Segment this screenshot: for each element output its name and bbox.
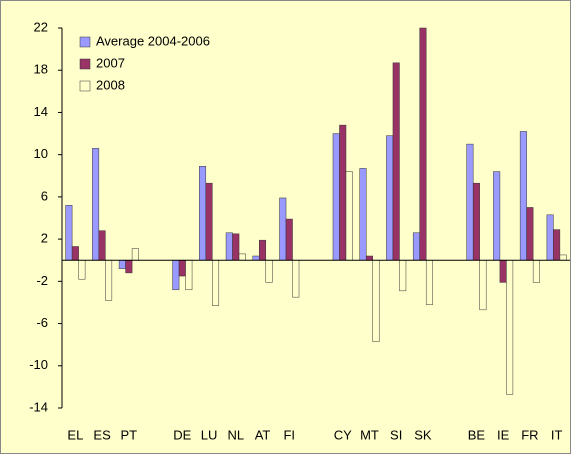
bar xyxy=(252,255,260,261)
x-tick-label: PT xyxy=(121,427,138,442)
bar xyxy=(472,182,480,261)
bar xyxy=(425,259,433,305)
bar xyxy=(345,171,353,261)
y-tick-label: -10 xyxy=(29,357,48,372)
legend-label: Average 2004-2006 xyxy=(96,33,210,48)
bar xyxy=(506,259,514,395)
bar xyxy=(499,259,507,283)
x-tick-label: FR xyxy=(521,427,538,442)
x-tick-label: SK xyxy=(414,427,432,442)
y-tick-label: 22 xyxy=(34,19,48,34)
bar xyxy=(105,259,113,301)
x-tick-label: CY xyxy=(334,427,352,442)
x-tick-label: BE xyxy=(468,427,486,442)
bar xyxy=(212,259,220,306)
bar xyxy=(292,259,300,298)
bar xyxy=(265,259,273,283)
bar xyxy=(65,205,73,261)
bar xyxy=(386,135,394,261)
y-tick-label: 6 xyxy=(41,188,48,203)
bar xyxy=(553,229,561,261)
legend-label: 2007 xyxy=(96,55,125,70)
legend-swatch xyxy=(79,58,91,70)
x-tick-label: IT xyxy=(551,427,563,442)
bar xyxy=(399,259,407,292)
bar xyxy=(71,246,79,261)
bar xyxy=(332,133,340,261)
x-tick-label: EL xyxy=(67,427,83,442)
x-tick-label: IE xyxy=(497,427,510,442)
bar xyxy=(185,259,193,291)
x-tick-label: AT xyxy=(255,427,271,442)
bar xyxy=(92,148,100,261)
y-tick-label: 18 xyxy=(34,62,48,77)
x-tick-label: SI xyxy=(390,427,402,442)
legend-swatch xyxy=(79,80,91,92)
bar xyxy=(419,27,427,261)
x-tick-label: ES xyxy=(93,427,111,442)
bar xyxy=(285,218,293,261)
bar xyxy=(372,259,380,342)
bar xyxy=(559,254,567,261)
bar xyxy=(238,253,246,261)
bar xyxy=(118,259,126,269)
legend-swatch xyxy=(79,36,91,48)
bar xyxy=(392,62,400,261)
bar xyxy=(172,259,180,291)
y-tick-label: -6 xyxy=(36,315,48,330)
bar xyxy=(125,259,133,274)
bar xyxy=(479,259,487,311)
bar xyxy=(205,182,213,261)
x-tick-label: FI xyxy=(283,427,295,442)
y-tick-label: 10 xyxy=(34,146,48,161)
legend-label: 2008 xyxy=(96,77,125,92)
bar xyxy=(131,248,139,261)
bar xyxy=(359,168,367,261)
y-tick-label: -2 xyxy=(36,273,48,288)
bar xyxy=(532,259,540,283)
y-tick-label: 14 xyxy=(34,104,48,119)
bar xyxy=(466,143,474,261)
bar xyxy=(526,207,534,261)
x-tick-label: LU xyxy=(201,427,218,442)
x-tick-label: DE xyxy=(173,427,191,442)
x-tick-label: NL xyxy=(227,427,244,442)
bar xyxy=(519,131,527,261)
bar xyxy=(78,259,86,280)
bar xyxy=(493,171,501,261)
bar xyxy=(365,255,373,261)
y-tick-label: 2 xyxy=(41,231,48,246)
bar xyxy=(178,259,186,277)
bar xyxy=(259,239,267,261)
bar xyxy=(339,124,347,261)
bar xyxy=(412,232,420,261)
y-tick-label: -14 xyxy=(29,399,48,414)
bar xyxy=(546,214,554,261)
x-tick-label: MT xyxy=(360,427,379,442)
bar xyxy=(232,233,240,261)
bar xyxy=(279,197,287,261)
bar xyxy=(199,166,207,261)
bar xyxy=(98,230,106,261)
bar xyxy=(225,232,233,261)
